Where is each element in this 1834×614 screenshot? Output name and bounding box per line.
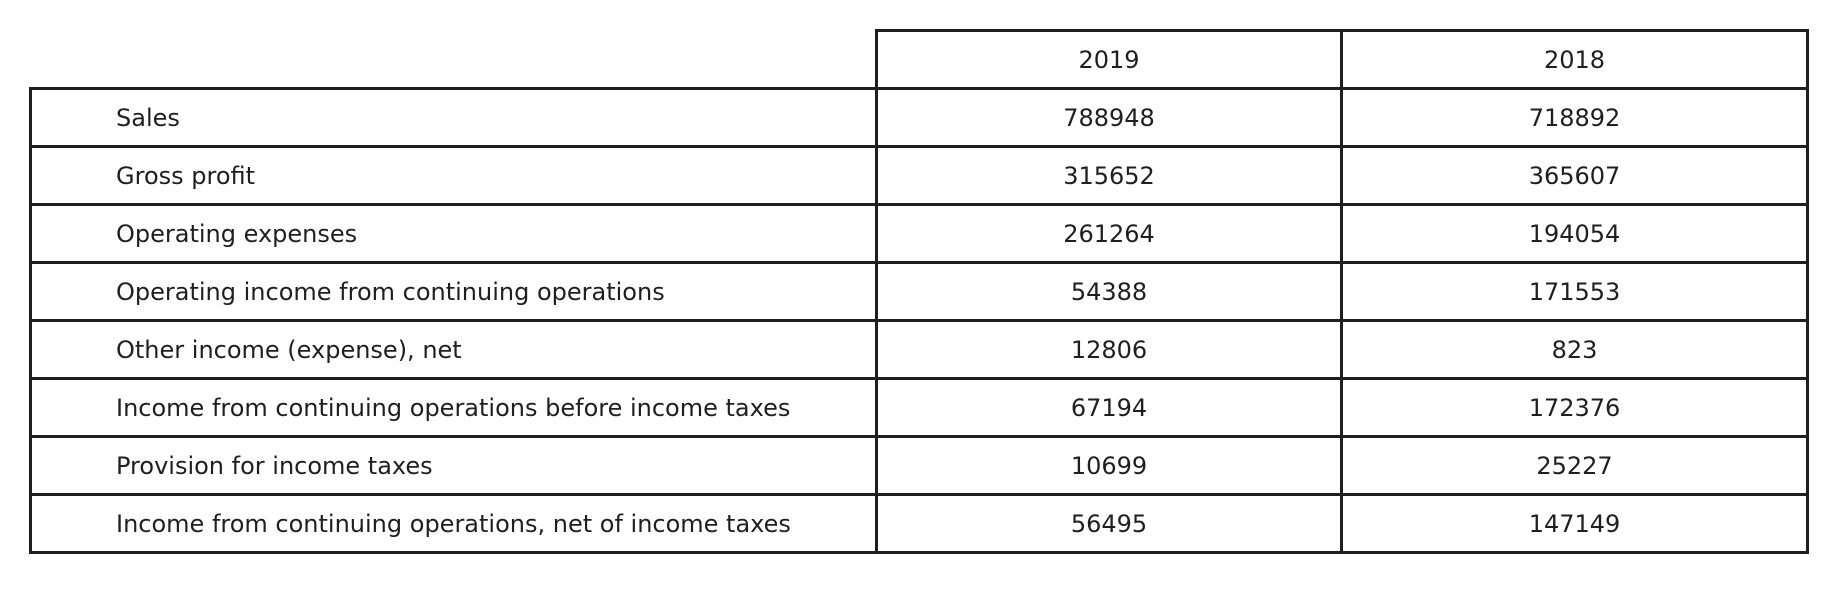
value-2019: 67194 — [875, 377, 1343, 438]
table-row: Operating expenses 261264 194054 — [29, 203, 1809, 264]
value-2018: 823 — [1340, 319, 1809, 380]
header-corner-cell — [30, 30, 878, 90]
row-label: Other income (expense), net — [29, 319, 878, 380]
value-2018: 171553 — [1340, 261, 1809, 322]
row-label: Operating income from continuing operati… — [29, 261, 878, 322]
value-2019: 315652 — [875, 145, 1343, 206]
value-2018: 25227 — [1340, 435, 1809, 496]
row-label: Income from continuing operations before… — [29, 377, 878, 438]
value-2018: 194054 — [1340, 203, 1809, 264]
row-label: Operating expenses — [29, 203, 878, 264]
table-row: Income from continuing operations before… — [29, 377, 1809, 438]
table-row: Gross profit 315652 365607 — [29, 145, 1809, 206]
column-header-2019: 2019 — [875, 29, 1343, 90]
value-2018: 718892 — [1340, 87, 1809, 148]
table-row: Provision for income taxes 10699 25227 — [29, 435, 1809, 496]
row-label: Sales — [29, 87, 878, 148]
row-label: Income from continuing operations, net o… — [29, 493, 878, 554]
value-2019: 261264 — [875, 203, 1343, 264]
value-2019: 12806 — [875, 319, 1343, 380]
row-label: Provision for income taxes — [29, 435, 878, 496]
table-row: Sales 788948 718892 — [29, 87, 1809, 148]
value-2019: 788948 — [875, 87, 1343, 148]
value-2019: 56495 — [875, 493, 1343, 554]
header-row: 2019 2018 — [30, 29, 1809, 90]
value-2018: 365607 — [1340, 145, 1809, 206]
table-row: Other income (expense), net 12806 823 — [29, 319, 1809, 380]
financial-table: 2019 2018 Sales 788948 718892 Gross prof… — [29, 29, 1809, 554]
table-row: Income from continuing operations, net o… — [29, 493, 1809, 554]
column-header-2018: 2018 — [1340, 29, 1809, 90]
value-2018: 147149 — [1340, 493, 1809, 554]
row-label: Gross profit — [29, 145, 878, 206]
value-2019: 54388 — [875, 261, 1343, 322]
value-2019: 10699 — [875, 435, 1343, 496]
value-2018: 172376 — [1340, 377, 1809, 438]
table-row: Operating income from continuing operati… — [29, 261, 1809, 322]
